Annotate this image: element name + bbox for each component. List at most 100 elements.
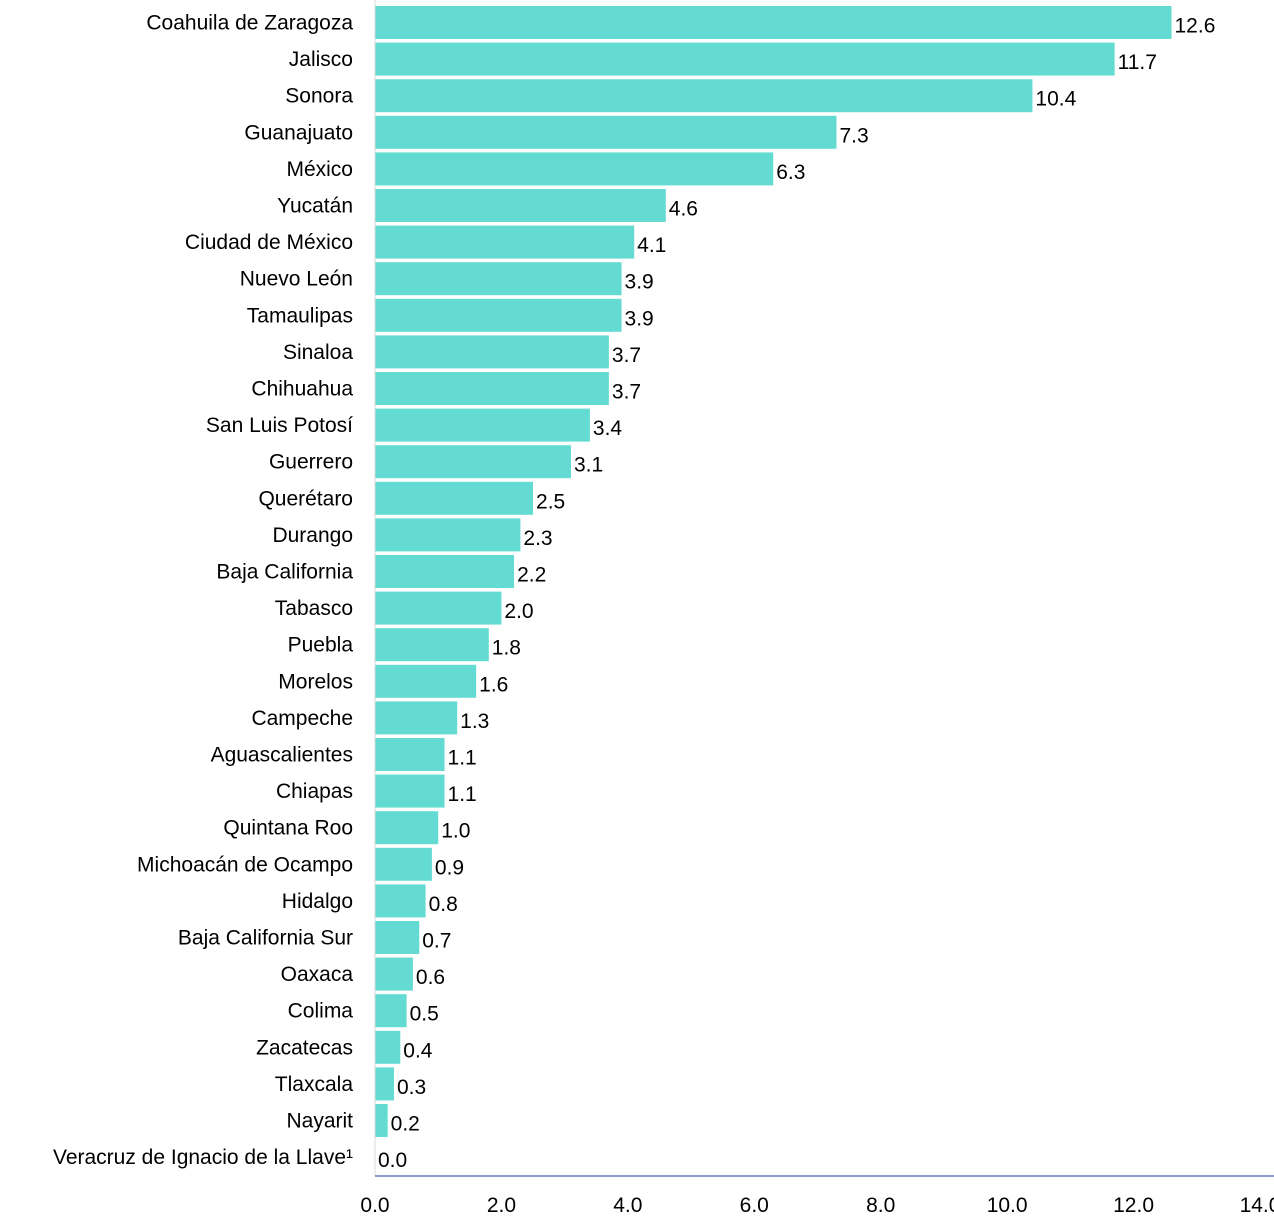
bar <box>375 115 837 149</box>
category-label: Sinaloa <box>283 341 353 364</box>
bar <box>375 189 666 222</box>
data-label: 2.5 <box>536 490 565 513</box>
bar <box>375 774 445 808</box>
data-label: 1.1 <box>448 747 477 770</box>
data-label: 3.9 <box>625 271 654 294</box>
category-label: Aguascalientes <box>211 744 353 767</box>
data-label: 6.3 <box>776 161 805 184</box>
bar <box>375 1030 401 1064</box>
bar <box>375 628 489 662</box>
bar <box>375 994 407 1028</box>
data-label: 0.6 <box>416 966 445 989</box>
bar <box>375 1104 388 1137</box>
bar <box>375 701 458 735</box>
data-label: 1.1 <box>448 783 477 806</box>
value-labels-group: 12.6 11.7 10.4 7.3 6.3 4.64.1 3.9 3.9 3.7 3.7 3.4 3… <box>378 15 1215 1173</box>
data-label: 0.0 <box>378 1149 407 1172</box>
data-label: 4.1 <box>637 234 666 257</box>
data-label: 3.7 <box>612 381 641 404</box>
data-label: 3.9 <box>625 307 654 330</box>
data-label: 1.0 <box>441 820 470 843</box>
bars-group <box>375 6 1172 1137</box>
data-label: 3.4 <box>593 417 623 440</box>
bar <box>375 738 445 771</box>
category-label: Baja California <box>216 561 353 584</box>
category-label: Sonora <box>285 85 353 108</box>
x-tick-label: 6.0 <box>740 1194 769 1217</box>
data-label: 1.6 <box>479 673 508 696</box>
category-label: Yucatán <box>277 195 353 218</box>
bar <box>375 298 622 332</box>
bar <box>375 42 1115 76</box>
x-tick-label: 0.0 <box>360 1194 389 1217</box>
bar <box>375 555 515 588</box>
data-label: 0.4 <box>403 1039 433 1062</box>
category-label: Nayarit <box>286 1110 353 1133</box>
category-label: Querétaro <box>258 487 353 510</box>
category-label: Chihuahua <box>251 378 353 401</box>
bar <box>375 225 635 259</box>
category-label: Zacatecas <box>256 1036 353 1059</box>
category-label: Tamaulipas <box>247 304 353 327</box>
x-tick-label: 2.0 <box>487 1194 516 1217</box>
x-tick-label: 10.0 <box>987 1194 1028 1217</box>
category-label: Campeche <box>251 707 353 730</box>
category-label: Durango <box>272 524 353 547</box>
category-label: Colima <box>288 1000 354 1023</box>
bar <box>375 884 426 918</box>
category-label: Chiapas <box>276 780 353 803</box>
bar <box>375 591 502 625</box>
data-label: 2.0 <box>504 600 533 623</box>
x-tick-labels-group: 0.0 2.0 4.0 6.0 8.0 10.0 12.0 14.0 <box>360 1194 1274 1217</box>
category-label: Veracruz de Ignacio de la Llave¹ <box>53 1146 353 1169</box>
data-label: 4.6 <box>669 198 698 221</box>
category-label: Puebla <box>288 634 354 657</box>
data-label: 0.8 <box>429 893 458 916</box>
category-label: Tabasco <box>275 597 353 620</box>
category-label: Oaxaca <box>281 963 354 986</box>
bar <box>375 262 622 296</box>
category-label: San Luis Potosí <box>206 414 353 437</box>
category-labels-group: Coahuila de Zaragoza Jalisco Sonora Guanaju… <box>53 12 353 1170</box>
category-label: Nuevo León <box>240 268 353 291</box>
bar <box>375 811 439 845</box>
bar <box>375 408 590 442</box>
bar <box>375 445 571 479</box>
data-label: 0.7 <box>422 930 451 953</box>
bar <box>375 664 477 698</box>
category-label: Hidalgo <box>282 890 353 913</box>
x-tick-label: 8.0 <box>866 1194 895 1217</box>
category-label: Tlaxcala <box>275 1073 354 1096</box>
bar <box>375 6 1172 39</box>
bar <box>375 957 413 991</box>
x-tick-label: 4.0 <box>613 1194 642 1217</box>
category-label: Baja California Sur <box>178 927 353 950</box>
bar <box>375 79 1033 113</box>
data-label: 0.5 <box>410 1003 439 1026</box>
x-tick-label: 12.0 <box>1113 1194 1154 1217</box>
data-label: 10.4 <box>1035 88 1076 111</box>
category-label: Morelos <box>278 670 353 693</box>
data-label: 0.2 <box>391 1113 420 1136</box>
data-label: 0.9 <box>435 856 464 879</box>
bar <box>375 921 420 954</box>
data-label: 7.3 <box>839 124 868 147</box>
bar <box>375 481 534 515</box>
data-label: 1.3 <box>460 710 489 733</box>
category-label: Guanajuato <box>244 121 353 144</box>
category-label: Quintana Roo <box>223 817 353 840</box>
data-label: 11.7 <box>1118 51 1157 74</box>
category-label: Ciudad de México <box>185 231 353 254</box>
bar <box>375 518 521 552</box>
bar <box>375 335 609 369</box>
category-label: Jalisco <box>289 48 353 71</box>
data-label: 2.2 <box>517 564 546 587</box>
data-label: 3.7 <box>612 344 641 367</box>
bar <box>375 152 774 186</box>
bar <box>375 372 609 405</box>
data-label: 1.8 <box>492 637 521 660</box>
bar <box>375 847 432 881</box>
category-label: Coahuila de Zaragoza <box>146 12 353 35</box>
category-label: Guerrero <box>269 451 353 474</box>
bar <box>375 1067 394 1101</box>
